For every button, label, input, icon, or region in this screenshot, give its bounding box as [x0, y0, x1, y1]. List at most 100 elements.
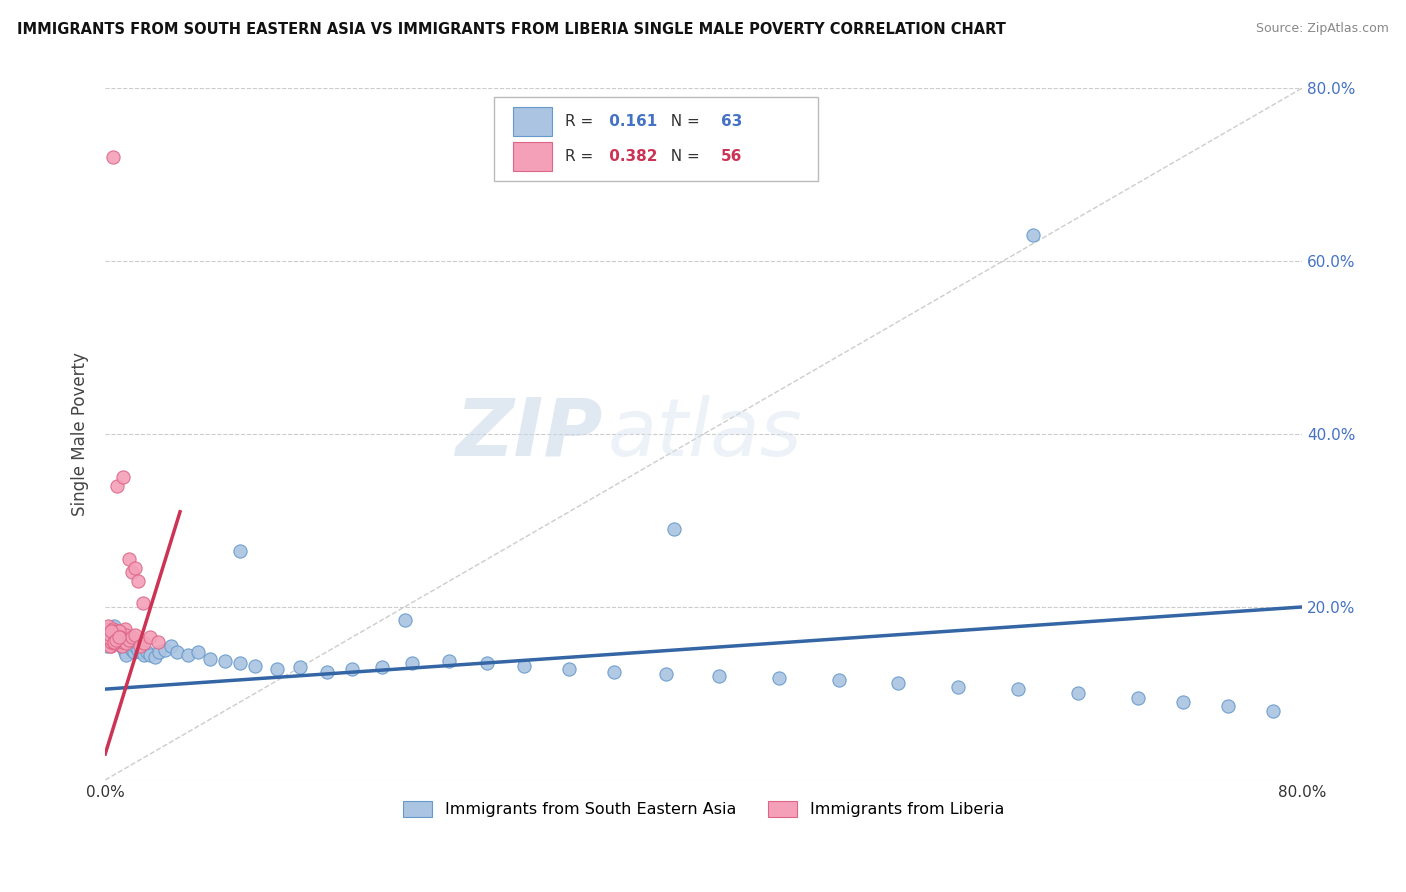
Point: [98, 632, 121, 647]
Point: [127, 643, 149, 657]
Point: [513, 658, 536, 673]
Point: [101, 622, 124, 636]
Text: 0.382: 0.382: [605, 150, 658, 164]
Point: [114, 622, 136, 636]
Text: atlas: atlas: [607, 395, 803, 473]
Point: [121, 630, 143, 644]
Point: [97, 634, 120, 648]
Point: [121, 566, 143, 580]
Point: [117, 639, 139, 653]
Point: [114, 645, 136, 659]
Point: [111, 639, 134, 653]
Point: [107, 630, 129, 644]
Point: [558, 662, 581, 676]
Point: [100, 639, 122, 653]
Point: [108, 636, 131, 650]
Point: [103, 619, 125, 633]
Point: [100, 634, 122, 648]
Point: [105, 632, 128, 647]
Point: [121, 643, 143, 657]
Point: [103, 634, 125, 648]
Point: [105, 479, 128, 493]
Point: [100, 626, 122, 640]
Point: [104, 624, 127, 639]
Point: [96, 622, 118, 636]
Text: 56: 56: [721, 150, 742, 164]
Legend: Immigrants from South Eastern Asia, Immigrants from Liberia: Immigrants from South Eastern Asia, Immi…: [396, 795, 1011, 824]
Text: 0.161: 0.161: [605, 114, 658, 128]
Text: ZIP: ZIP: [454, 395, 602, 473]
Point: [98, 626, 121, 640]
Point: [603, 665, 626, 679]
Point: [96, 630, 118, 644]
Point: [103, 630, 125, 644]
Point: [340, 662, 363, 676]
Point: [112, 641, 135, 656]
Y-axis label: Single Male Poverty: Single Male Poverty: [72, 352, 89, 516]
Point: [111, 639, 134, 653]
Point: [153, 643, 176, 657]
Text: IMMIGRANTS FROM SOUTH EASTERN ASIA VS IMMIGRANTS FROM LIBERIA SINGLE MALE POVERT: IMMIGRANTS FROM SOUTH EASTERN ASIA VS IM…: [17, 22, 1005, 37]
Point: [103, 624, 125, 639]
Point: [176, 648, 198, 662]
Point: [887, 676, 910, 690]
Point: [118, 632, 141, 647]
Text: R =: R =: [565, 114, 598, 128]
Point: [371, 660, 394, 674]
Text: Source: ZipAtlas.com: Source: ZipAtlas.com: [1256, 22, 1389, 36]
Point: [768, 671, 790, 685]
Point: [266, 662, 288, 676]
Point: [229, 543, 252, 558]
Point: [139, 648, 162, 662]
Point: [104, 636, 127, 650]
Point: [112, 470, 135, 484]
Point: [104, 632, 127, 647]
Point: [105, 626, 128, 640]
Point: [108, 624, 131, 639]
Point: [134, 648, 156, 662]
Point: [131, 596, 153, 610]
Point: [100, 627, 122, 641]
Point: [104, 632, 127, 647]
Point: [127, 574, 149, 588]
Point: [118, 634, 141, 648]
Point: [115, 636, 138, 650]
Point: [128, 639, 150, 653]
Point: [948, 680, 970, 694]
Point: [118, 552, 141, 566]
Point: [96, 639, 118, 653]
Point: [166, 645, 188, 659]
Point: [108, 630, 131, 644]
Point: [229, 656, 252, 670]
Point: [124, 561, 146, 575]
Point: [101, 150, 124, 164]
Point: [198, 652, 221, 666]
Point: [1126, 690, 1149, 705]
Point: [115, 627, 138, 641]
Point: [394, 613, 416, 627]
Point: [122, 645, 145, 659]
Point: [112, 634, 135, 648]
Point: [124, 627, 146, 641]
Point: [120, 639, 142, 653]
Point: [98, 639, 121, 653]
Point: [662, 522, 685, 536]
Point: [401, 656, 423, 670]
Point: [105, 627, 128, 641]
Text: 63: 63: [721, 114, 742, 128]
Point: [117, 632, 139, 647]
Point: [439, 654, 461, 668]
Point: [148, 645, 170, 659]
Point: [214, 654, 236, 668]
Point: [107, 624, 129, 639]
Point: [107, 636, 129, 650]
Point: [1261, 704, 1284, 718]
Point: [108, 627, 131, 641]
Text: N =: N =: [661, 114, 704, 128]
Point: [107, 630, 129, 644]
Point: [97, 619, 120, 633]
FancyBboxPatch shape: [495, 97, 818, 181]
Point: [136, 645, 159, 659]
Point: [1067, 686, 1090, 700]
Point: [827, 673, 849, 688]
